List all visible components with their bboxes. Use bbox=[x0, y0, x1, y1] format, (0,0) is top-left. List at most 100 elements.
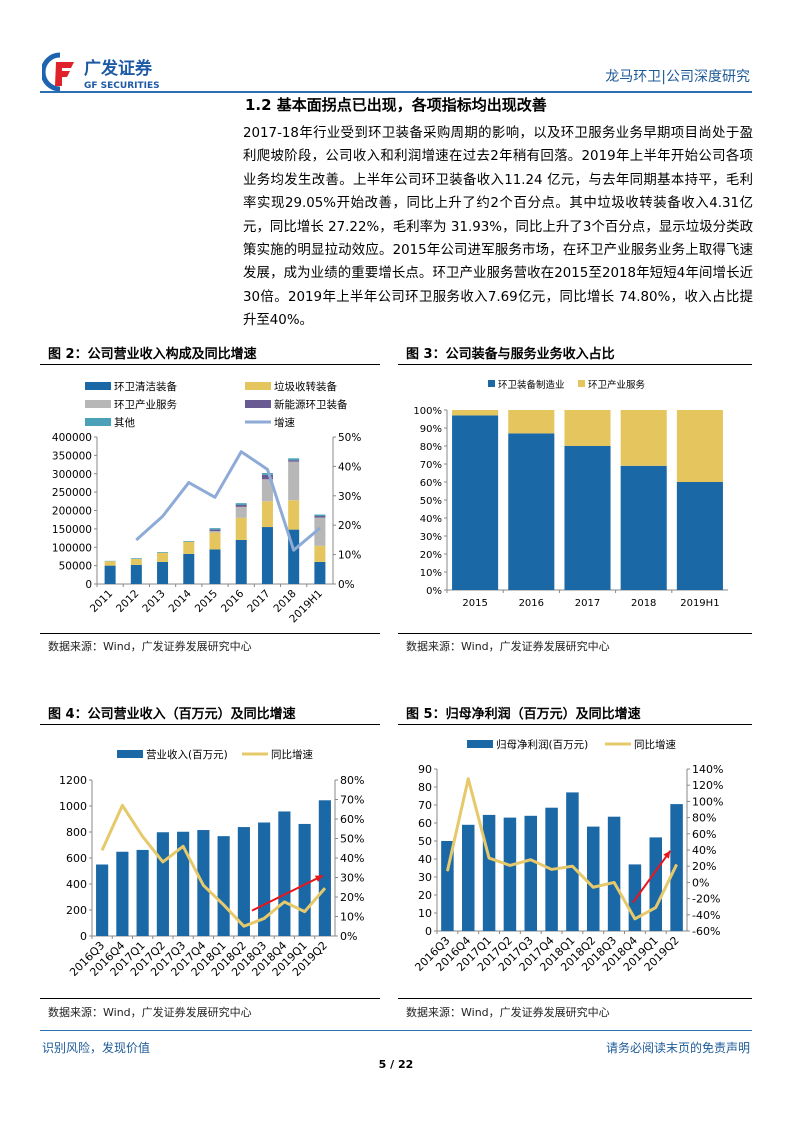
growth-point-2018Q3 bbox=[613, 881, 615, 883]
y-right-tick-label: 40% bbox=[338, 461, 361, 473]
x-tick-label: 2016Q4 bbox=[87, 939, 127, 979]
growth-point-2017Q2 bbox=[509, 864, 511, 866]
bar-2016-series-4 bbox=[235, 503, 247, 505]
bar-2016Q4-series-0 bbox=[116, 851, 129, 936]
x-tick-label: 2018Q3 bbox=[579, 934, 619, 974]
trend-arrow-head-icon bbox=[314, 875, 323, 882]
logo-text-en: GF SECURITIES bbox=[84, 81, 160, 91]
y-left-tick-label: 50000 bbox=[59, 561, 92, 573]
y-right-tick-label: 20% bbox=[338, 520, 361, 532]
y-right-tick-label: 80% bbox=[340, 774, 364, 787]
bar-2015-series-4 bbox=[209, 528, 221, 530]
bar-2015-series-1 bbox=[452, 410, 499, 416]
y-left-tick-label: 30% bbox=[420, 532, 442, 543]
bar-2014-series-0 bbox=[183, 553, 195, 584]
x-tick-label: 2015 bbox=[462, 598, 487, 609]
figure-5-source: 数据来源：Wind，广发证券发展研究中心 bbox=[406, 1006, 610, 1019]
bar-2019H1-series-0 bbox=[314, 561, 326, 584]
y-left-tick-label: 100% bbox=[413, 406, 442, 417]
y-right-tick-label: 30% bbox=[340, 872, 364, 885]
growth-point-2016Q3 bbox=[446, 870, 448, 872]
x-tick-label: 2017 bbox=[575, 598, 600, 609]
bar-2015-series-3 bbox=[209, 529, 221, 532]
bar-2017-series-1 bbox=[564, 410, 611, 446]
y-left-tick-label: 0 bbox=[425, 925, 432, 938]
x-tick-label: 2019Q1 bbox=[621, 934, 661, 974]
bar-2018Q3-series-0 bbox=[607, 816, 621, 931]
y-right-tick-label: 30% bbox=[338, 491, 361, 503]
legend-label: 环卫产业服务 bbox=[114, 398, 177, 411]
legend-swatch bbox=[85, 382, 111, 390]
figure-4-bottom-line bbox=[40, 998, 380, 999]
bar-2016Q4-series-0 bbox=[462, 824, 475, 931]
growth-point-2017Q4 bbox=[202, 884, 204, 886]
bar-2013-series-1 bbox=[157, 552, 169, 562]
x-tick-label: 2015 bbox=[193, 588, 220, 615]
y-left-tick-label: 300000 bbox=[52, 469, 92, 481]
x-tick-label: 2017Q3 bbox=[496, 934, 536, 974]
figure-3-caption-line bbox=[398, 364, 752, 365]
legend-swatch bbox=[117, 750, 143, 758]
x-tick-label: 2017Q1 bbox=[454, 934, 494, 974]
growth-point-2016 bbox=[240, 451, 242, 453]
bar-2018-series-3 bbox=[288, 460, 300, 462]
growth-point-2014 bbox=[188, 482, 190, 484]
bar-2017-series-2 bbox=[261, 479, 273, 502]
legend-label: 归母净利润(百万元) bbox=[496, 738, 588, 751]
bar-2014-series-1 bbox=[183, 541, 195, 554]
bar-2018Q4-series-0 bbox=[628, 864, 642, 931]
bar-2019Q1-series-0 bbox=[649, 837, 662, 931]
legend-swatch bbox=[85, 418, 111, 426]
y-right-tick-label: 100% bbox=[692, 795, 723, 808]
x-tick-label: 2016Q3 bbox=[412, 934, 452, 974]
growth-point-2019Q1 bbox=[655, 907, 657, 909]
page-number: 5 / 22 bbox=[378, 1058, 414, 1071]
footer-disclaimer: 请务必阅读末页的免责声明 bbox=[605, 1041, 750, 1055]
bar-2018-series-0 bbox=[620, 465, 667, 590]
growth-point-2017Q2 bbox=[162, 861, 164, 863]
bar-2014-series-4 bbox=[183, 541, 195, 542]
footer-slogan: 识别风险，发现价值 bbox=[42, 1041, 151, 1055]
y-left-tick-label: 70% bbox=[420, 460, 442, 471]
bar-2017Q4-series-0 bbox=[545, 807, 558, 931]
y-right-tick-label: 40% bbox=[692, 844, 716, 857]
x-tick-label: 2018Q1 bbox=[189, 939, 229, 979]
growth-point-2018Q4 bbox=[283, 901, 285, 903]
legend-label: 其他 bbox=[114, 416, 135, 429]
legend-label: 营业收入(百万元) bbox=[146, 748, 228, 761]
y-right-tick-label: 10% bbox=[340, 911, 364, 924]
logo-mark-icon: 广发证券 GF SECURITIES bbox=[40, 52, 160, 92]
bar-2012-series-4 bbox=[130, 558, 142, 560]
x-tick-label: 2017Q2 bbox=[475, 934, 515, 974]
y-left-tick-label: 800 bbox=[66, 826, 87, 839]
bar-2018Q1-series-0 bbox=[566, 792, 579, 931]
bar-2019Q1-series-0 bbox=[298, 823, 311, 936]
growth-point-2019Q2 bbox=[676, 864, 678, 866]
figure-4-source: 数据来源：Wind，广发证券发展研究中心 bbox=[48, 1006, 252, 1019]
bar-2019H1-series-1 bbox=[314, 545, 326, 562]
bar-2013-series-0 bbox=[157, 561, 169, 584]
growth-point-2018Q4 bbox=[634, 918, 636, 920]
bar-2017-series-0 bbox=[564, 446, 611, 590]
x-tick-label: 2016 bbox=[519, 598, 544, 609]
y-right-tick-label: -60% bbox=[692, 925, 720, 938]
y-right-tick-label: 0% bbox=[338, 579, 355, 591]
growth-point-2017Q4 bbox=[551, 868, 553, 870]
y-right-tick-label: -40% bbox=[692, 909, 720, 922]
gf-securities-logo: 广发证券 GF SECURITIES bbox=[40, 52, 172, 92]
bar-2017-series-3 bbox=[261, 474, 273, 480]
legend-label: 增速 bbox=[274, 416, 295, 429]
y-left-tick-label: 1200 bbox=[59, 774, 87, 787]
figure-2-bottom-line bbox=[40, 633, 380, 634]
y-right-tick-label: 120% bbox=[692, 779, 723, 792]
bar-2015-series-1 bbox=[209, 532, 221, 550]
growth-point-2018Q3 bbox=[263, 917, 265, 919]
x-tick-label: 2019Q1 bbox=[270, 939, 310, 979]
x-tick-label: 2018Q4 bbox=[600, 934, 640, 974]
bar-2018Q4-series-0 bbox=[278, 811, 291, 936]
y-right-tick-label: 60% bbox=[692, 828, 716, 841]
bar-2018Q2-series-0 bbox=[587, 826, 600, 931]
bar-2016-series-1 bbox=[508, 410, 555, 434]
bar-2017Q2-series-0 bbox=[156, 832, 169, 936]
y-left-tick-label: 150000 bbox=[52, 524, 92, 536]
